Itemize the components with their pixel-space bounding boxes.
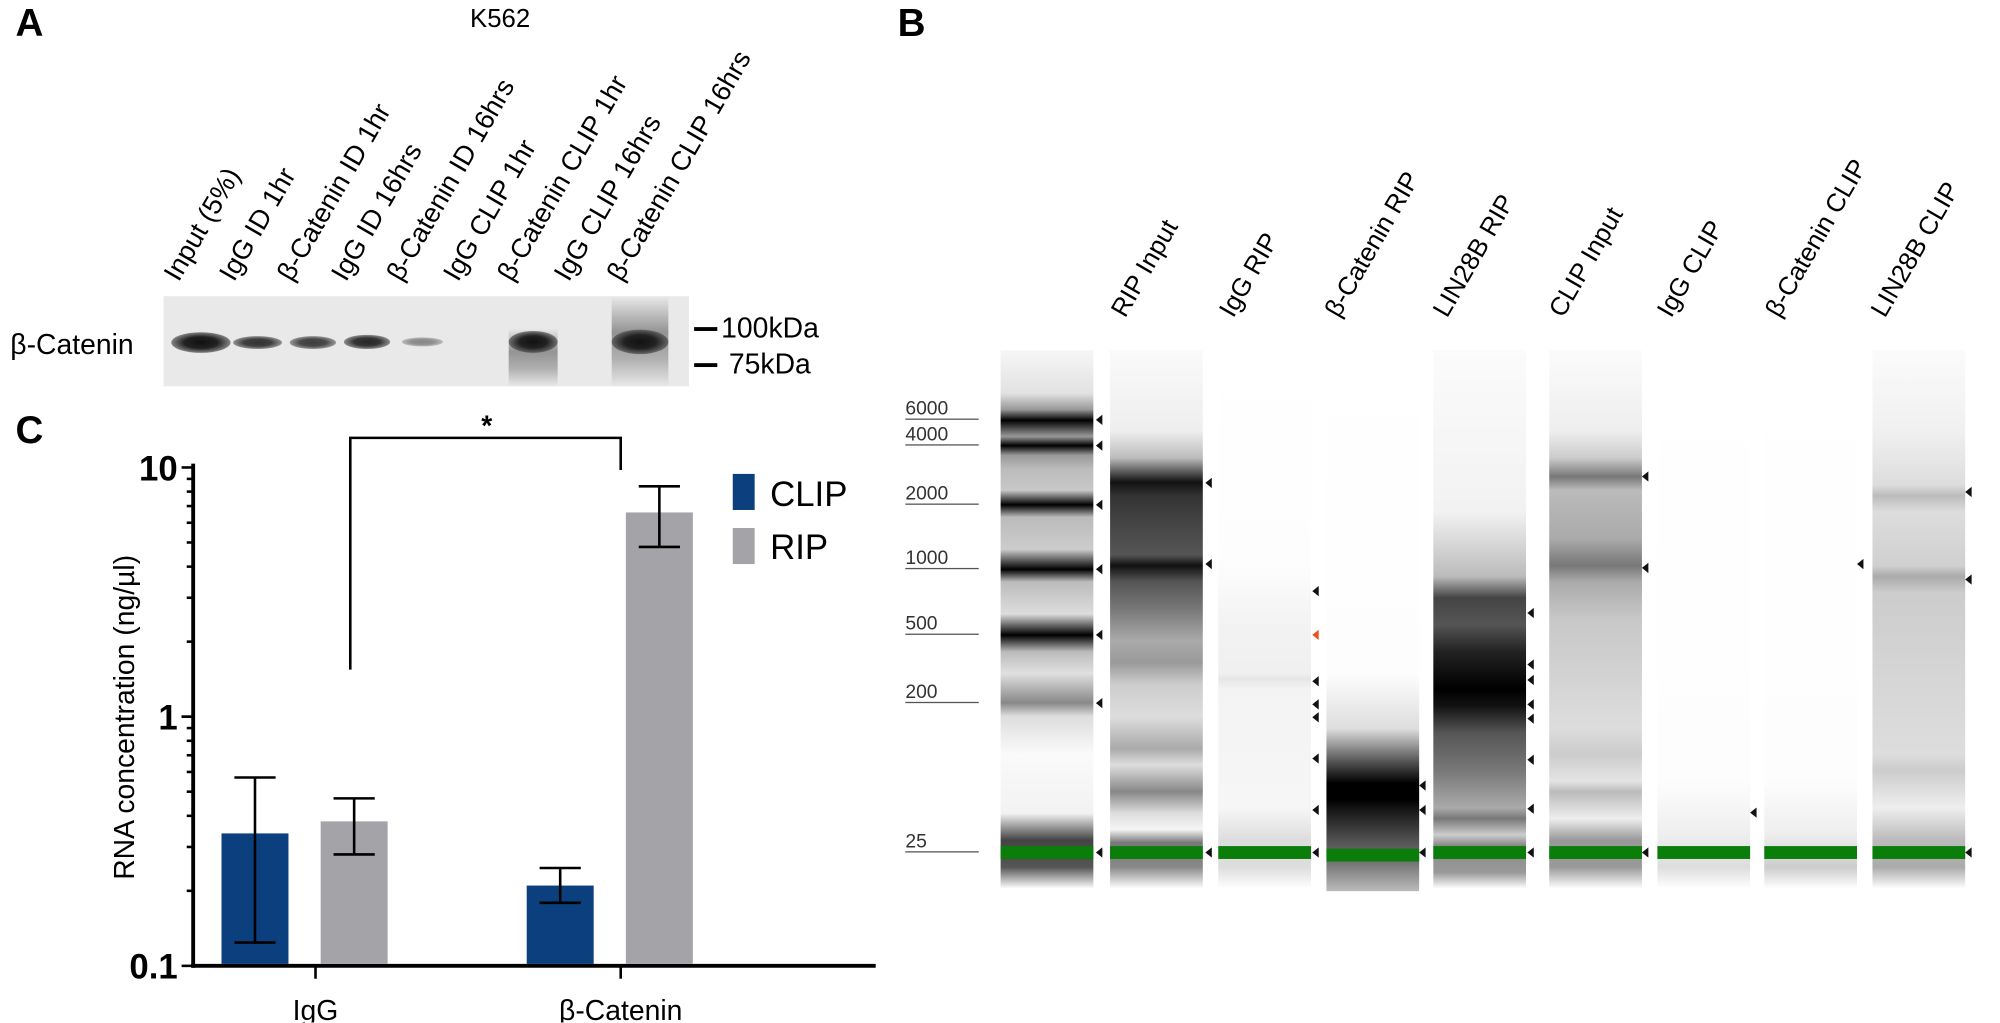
legend-label-clip: CLIP xyxy=(770,476,847,514)
marker-75kda: 75kDa xyxy=(728,347,811,380)
lower-marker-band xyxy=(1657,846,1751,859)
lower-marker-band xyxy=(1764,846,1858,859)
peak-arrow-icon xyxy=(1095,697,1103,709)
peak-arrow-icon xyxy=(1641,847,1649,858)
gel-lane-lin28b-rip xyxy=(1433,350,1527,889)
peak-arrow-icon xyxy=(1312,847,1319,858)
gel-lane-igg-rip xyxy=(1218,350,1311,889)
ladder-size-label: 2000 xyxy=(905,484,979,505)
x-tick-label: IgG xyxy=(293,995,339,1023)
peak-arrow-icon xyxy=(1527,713,1534,724)
peak-arrow-icon xyxy=(1312,712,1319,723)
blot-band xyxy=(401,337,444,347)
lower-marker-band xyxy=(1872,846,1966,859)
peak-arrow-icon xyxy=(1095,499,1103,510)
peak-arrow-icon xyxy=(1312,585,1319,597)
peak-arrow-icon xyxy=(1527,699,1534,710)
peak-arrow-icon xyxy=(1750,807,1757,818)
lower-marker-band xyxy=(1549,846,1642,859)
legend-label-rip: RIP xyxy=(770,529,828,567)
blot-band xyxy=(611,329,669,355)
peak-arrow-icon xyxy=(1095,847,1103,858)
peak-arrow-icon xyxy=(1095,564,1103,575)
western-blot xyxy=(163,296,689,387)
peak-arrow-icon xyxy=(1641,562,1649,574)
blot-band xyxy=(508,330,558,353)
ladder-size-label: 4000 xyxy=(905,425,979,446)
marker-100kda: 100kDa xyxy=(721,311,819,344)
gel-lane-b-catenin-clip xyxy=(1764,350,1858,889)
panel-letter-b: B xyxy=(897,2,926,46)
ladder-size-label: 1000 xyxy=(905,549,979,570)
peak-arrow-icon xyxy=(1965,847,1972,858)
peak-arrow-icon xyxy=(1419,780,1426,791)
lower-marker-band xyxy=(1218,846,1311,859)
peak-arrow-icon xyxy=(1527,803,1534,814)
y-tick-label: 10 xyxy=(139,450,178,488)
y-tick-label: 1 xyxy=(158,700,177,738)
cell-line-title: K562 xyxy=(470,5,531,34)
y-axis-label: RNA concentration (ng/µl) xyxy=(109,555,141,880)
ladder-size-label: 500 xyxy=(905,614,979,635)
peak-arrow-icon xyxy=(1095,440,1103,451)
marker-tick xyxy=(694,327,718,331)
marker-tick xyxy=(694,363,718,368)
bar-rip xyxy=(625,512,693,964)
x-tick-label: β-Catenin xyxy=(559,995,682,1023)
peak-arrow-icon xyxy=(1965,574,1972,585)
y-tick-label: 0.1 xyxy=(129,949,177,987)
blot-band xyxy=(233,336,283,349)
peak-arrow-icon xyxy=(1312,804,1319,816)
gel-lane-lin28b-clip xyxy=(1872,350,1966,889)
lower-marker-band xyxy=(1110,846,1203,859)
peak-arrow-icon xyxy=(1527,847,1534,858)
ladder-size-label: 25 xyxy=(905,832,979,853)
peak-arrow-icon xyxy=(1095,414,1103,425)
gel-lane-clip-input xyxy=(1549,350,1642,889)
panel-letter-a: A xyxy=(15,2,44,46)
gel-lane-rip-input xyxy=(1110,350,1203,889)
gel-lane-igg-clip xyxy=(1657,350,1751,889)
peak-arrow-icon xyxy=(1312,676,1319,687)
lower-marker-band xyxy=(1326,848,1420,862)
ladder-size-label: 200 xyxy=(905,683,979,704)
peak-arrow-icon xyxy=(1419,804,1426,816)
significance-star: * xyxy=(481,410,492,442)
peak-arrow-icon xyxy=(1095,629,1103,641)
peak-arrow-icon xyxy=(1527,674,1534,686)
legend-swatch-rip xyxy=(732,527,755,565)
peak-arrow-icon xyxy=(1641,471,1649,482)
peak-arrow-icon xyxy=(1205,847,1212,858)
peak-arrow-icon xyxy=(1312,629,1319,641)
peak-arrow-icon xyxy=(1527,754,1534,765)
blot-band xyxy=(289,336,337,349)
blot-row-label: β-Catenin xyxy=(10,328,134,361)
panel-letter-c: C xyxy=(15,409,44,453)
lower-marker-band xyxy=(1000,846,1094,859)
legend-swatch-clip xyxy=(732,473,755,510)
lower-marker-band xyxy=(1433,846,1527,859)
peak-arrow-icon xyxy=(1419,847,1426,858)
peak-arrow-icon xyxy=(1312,699,1319,710)
peak-arrow-icon xyxy=(1857,558,1864,570)
peak-arrow-icon xyxy=(1527,659,1534,670)
ladder-size-label: 6000 xyxy=(905,399,979,420)
peak-arrow-icon xyxy=(1527,607,1534,619)
gel-lane-ladder xyxy=(1000,350,1094,889)
gel-lane-b-catenin-rip xyxy=(1326,350,1420,892)
significance-bracket xyxy=(348,436,623,670)
peak-arrow-icon xyxy=(1312,753,1319,764)
peak-arrow-icon xyxy=(1205,558,1212,570)
blot-band xyxy=(343,334,391,349)
peak-arrow-icon xyxy=(1965,486,1972,498)
blot-band xyxy=(171,332,231,353)
peak-arrow-icon xyxy=(1205,477,1212,489)
